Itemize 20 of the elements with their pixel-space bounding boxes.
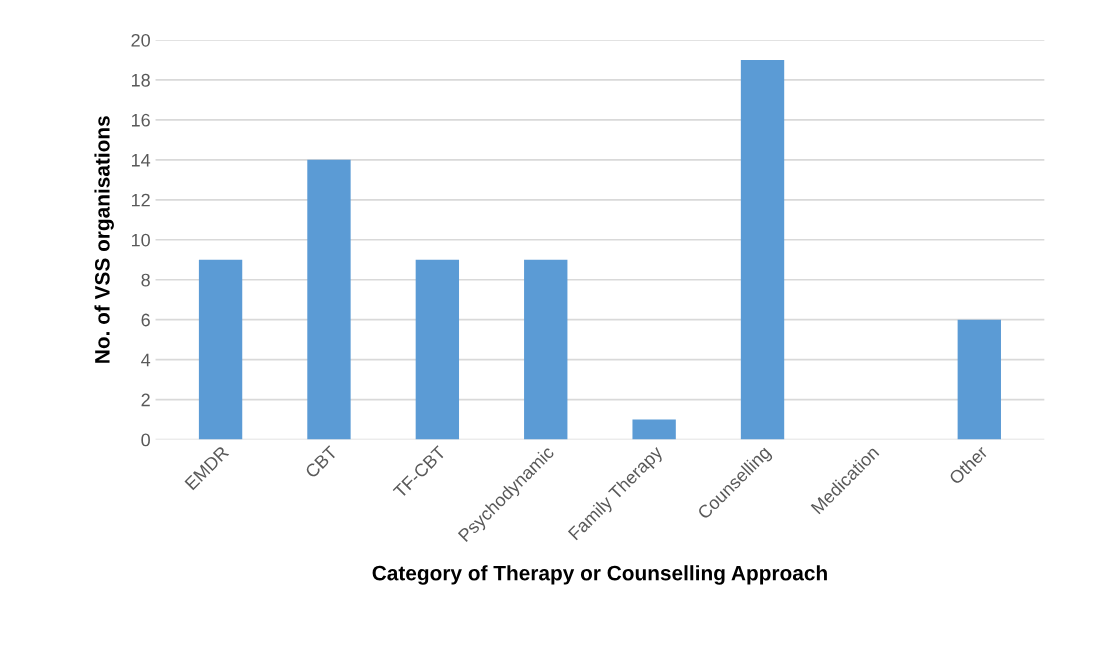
y-tick-label: 12	[131, 193, 150, 207]
y-tick-label: 16	[131, 113, 150, 127]
bar	[198, 259, 243, 440]
y-tick-label: 8	[141, 273, 150, 287]
y-tick-label: 6	[141, 313, 150, 327]
y-tick-label: 2	[141, 393, 150, 407]
bar	[740, 59, 785, 440]
y-axis-title: No. of VSS organisations	[94, 116, 114, 363]
y-tick-label: 20	[131, 33, 150, 47]
y-tick-label: 0	[141, 433, 150, 447]
bar	[415, 259, 460, 440]
bar	[957, 319, 1001, 440]
bar	[524, 259, 568, 440]
y-tick-label: 18	[131, 73, 150, 87]
x-axis-title: Category of Therapy or Counselling Approach	[372, 565, 827, 585]
y-tick-label: 10	[131, 233, 150, 247]
y-tick-label: 14	[131, 153, 151, 167]
bar	[632, 419, 676, 440]
bar	[307, 159, 351, 440]
y-tick-label: 4	[141, 353, 151, 367]
